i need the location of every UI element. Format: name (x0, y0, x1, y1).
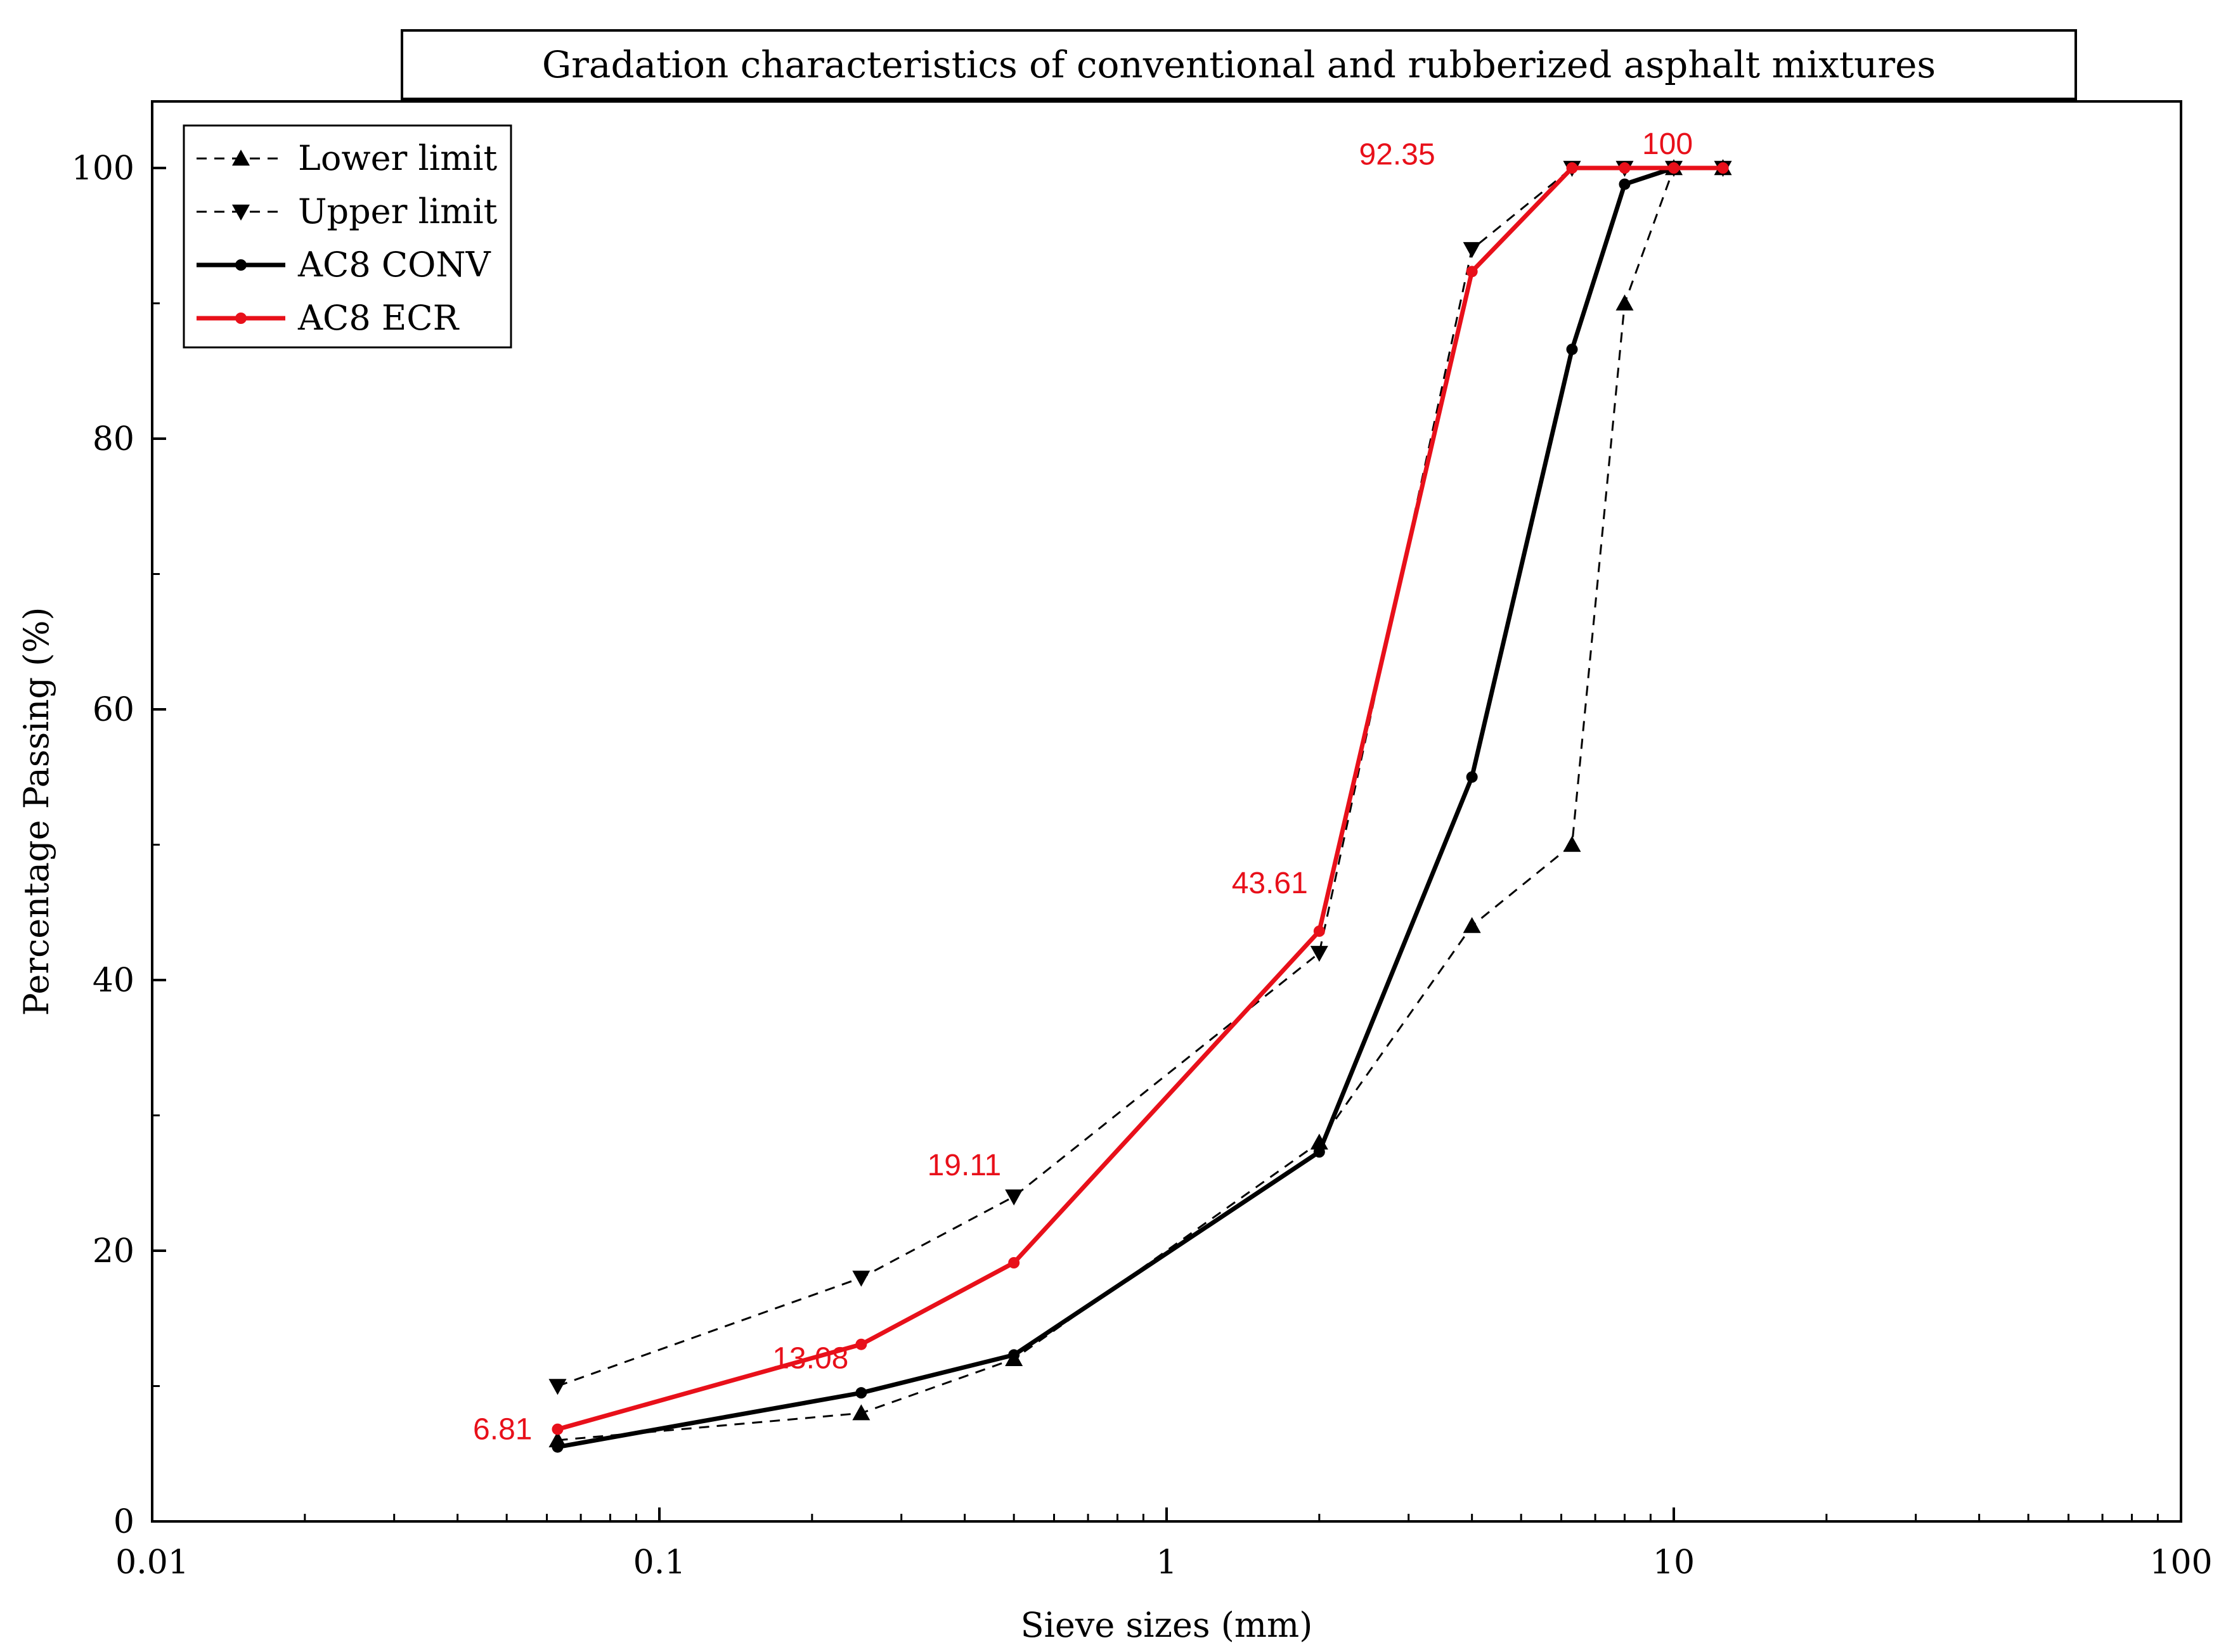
data-point (1717, 162, 1729, 174)
chart-title-group: Gradation characteristics of conventiona… (401, 29, 2077, 100)
data-point (1310, 946, 1328, 962)
data-point (1466, 266, 1478, 278)
chart-title: Gradation characteristics of conventiona… (542, 43, 1936, 86)
annotation-layer: 6.81 13.08 19.11 43.61 92.35 100 (473, 127, 1693, 1447)
data-point (1463, 242, 1481, 259)
series-line (557, 167, 1723, 1387)
data-point (1313, 925, 1325, 937)
data-label: 43.61 (1232, 867, 1308, 900)
y-axis-label: Percentage Passing (%) (16, 607, 56, 1016)
legend-swatch-marker (235, 259, 247, 271)
series-ac8-conv (552, 162, 1729, 1453)
y-tick-label: 0 (113, 1503, 134, 1541)
data-point (1566, 344, 1578, 356)
legend-label: AC8 ECR (297, 298, 460, 338)
legend-item-lower-limit: Lower limit (197, 138, 498, 178)
series-ac8-ecr (552, 162, 1729, 1435)
data-point (855, 1387, 867, 1399)
x-tick-label: 0.01 (115, 1544, 189, 1582)
data-point (852, 1270, 871, 1287)
x-tick-label: 100 (2149, 1544, 2212, 1582)
y-tick-label: 20 (93, 1232, 134, 1270)
data-point (552, 1423, 564, 1435)
x-axis: 0.01 0.1 1 10 100 (115, 1507, 2213, 1582)
data-point (1619, 178, 1631, 190)
legend-swatch-marker (232, 204, 250, 221)
data-point (1668, 162, 1680, 174)
data-point (1008, 1257, 1020, 1269)
chart-title-box (401, 29, 2077, 100)
legend-label: Lower limit (298, 138, 498, 178)
data-label: 13.08 (772, 1342, 848, 1376)
data-label: 19.11 (928, 1149, 1002, 1182)
x-tick-label: 1 (1156, 1544, 1177, 1582)
y-tick-label: 100 (72, 150, 134, 188)
legend: Lower limit Upper limit AC8 CONV AC8 ECR (183, 124, 512, 349)
data-point (1619, 162, 1631, 174)
legend-swatch-marker (232, 150, 250, 166)
series-line (557, 165, 1723, 1431)
data-point (1615, 294, 1634, 311)
y-tick-label: 40 (93, 962, 134, 1000)
x-axis-label: Sieve sizes (mm) (1021, 1605, 1313, 1645)
data-point (1466, 771, 1478, 783)
data-point (855, 1338, 867, 1350)
data-point (552, 1441, 564, 1453)
legend-label: AC8 CONV (297, 245, 491, 285)
series-line (557, 167, 1723, 1442)
x-tick-label: 10 (1653, 1544, 1695, 1582)
series-line (557, 165, 1723, 1450)
series-layer (548, 159, 1732, 1453)
data-point (1463, 917, 1481, 933)
legend-item-ac8-conv: AC8 CONV (197, 245, 491, 285)
data-label: 6.81 (473, 1413, 532, 1447)
data-point (1566, 162, 1578, 174)
legend-item-upper-limit: Upper limit (197, 191, 498, 231)
data-point (1005, 1189, 1023, 1206)
data-point (852, 1404, 871, 1421)
legend-label: Upper limit (298, 191, 498, 231)
x-tick-label: 0.1 (633, 1544, 686, 1582)
legend-swatch-marker (235, 313, 247, 324)
series-lower-limit (548, 159, 1732, 1448)
data-label: 100 (1642, 127, 1693, 161)
y-axis: 0 20 40 60 80 100 (72, 150, 166, 1541)
legend-item-ac8-ecr: AC8 ECR (197, 298, 460, 338)
data-point (1313, 1146, 1325, 1158)
y-tick-label: 80 (93, 420, 134, 458)
series-upper-limit (548, 160, 1732, 1395)
y-tick-label: 60 (93, 691, 134, 729)
data-point (548, 1431, 567, 1448)
data-point (548, 1379, 567, 1395)
data-point (1563, 836, 1581, 852)
data-label: 92.35 (1359, 138, 1435, 171)
data-point (1008, 1349, 1020, 1361)
